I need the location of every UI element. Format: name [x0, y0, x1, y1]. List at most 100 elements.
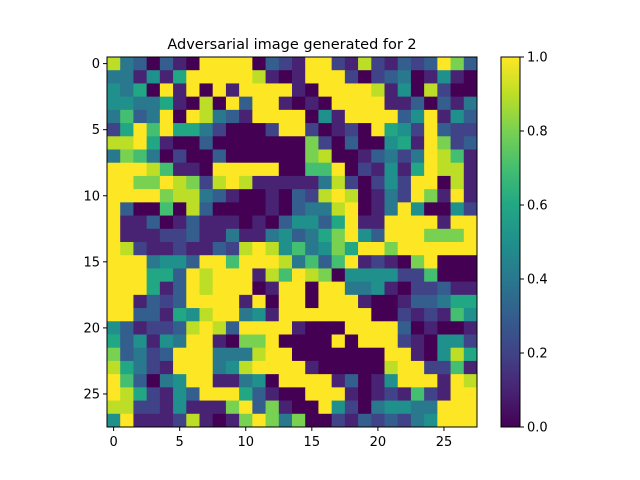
heatmap-cell	[384, 413, 399, 428]
heatmap-cell	[344, 189, 359, 203]
heatmap-cell	[278, 294, 293, 309]
heatmap-cell	[225, 347, 240, 362]
heatmap-cell	[397, 175, 412, 190]
heatmap-cell	[437, 123, 451, 137]
heatmap-cell	[318, 149, 333, 164]
heatmap-cell	[397, 281, 412, 296]
heatmap-cell	[371, 347, 385, 362]
heatmap-cell	[120, 360, 134, 375]
heatmap-cell	[133, 189, 148, 203]
heatmap-cell	[437, 228, 451, 243]
heatmap-cell	[292, 57, 306, 71]
heatmap-cell	[107, 413, 121, 428]
heatmap-cell	[397, 109, 412, 124]
heatmap-cell	[186, 189, 200, 203]
heatmap-cell	[344, 321, 359, 335]
heatmap-cell	[292, 387, 306, 401]
heatmap-cell	[225, 162, 240, 177]
heatmap-cell	[265, 360, 280, 375]
heatmap-cell	[120, 96, 134, 111]
heatmap-cell	[410, 215, 425, 230]
heatmap-cell	[120, 109, 134, 124]
colorbar-tick-label: 1.0	[527, 51, 548, 66]
colorbar-tick-label: 0.2	[527, 347, 548, 362]
heatmap-cell	[252, 175, 266, 190]
heatmap-cell	[292, 268, 306, 283]
heatmap-cell	[450, 413, 465, 428]
heatmap-cell	[107, 400, 121, 415]
heatmap-cell	[463, 189, 478, 203]
heatmap-cell	[239, 149, 253, 164]
heatmap-cell	[318, 334, 333, 349]
heatmap-cell	[437, 255, 451, 269]
heatmap-cell	[331, 57, 346, 71]
heatmap-cell	[437, 347, 451, 362]
heatmap-cell	[397, 96, 412, 111]
heatmap-cell	[239, 57, 253, 71]
heatmap-cell	[239, 70, 253, 84]
heatmap-cell	[463, 202, 478, 216]
heatmap-cell	[331, 347, 346, 362]
heatmap-cell	[384, 70, 399, 84]
heatmap-cell	[292, 400, 306, 415]
heatmap-cell	[159, 400, 174, 415]
heatmap-cell	[384, 149, 399, 164]
heatmap-cell	[146, 202, 161, 216]
heatmap-cell	[358, 374, 372, 388]
heatmap-cell	[199, 281, 214, 296]
heatmap-cell	[358, 400, 372, 415]
heatmap-cell	[239, 387, 253, 401]
heatmap-cell	[437, 149, 451, 164]
heatmap-cell	[133, 228, 148, 243]
heatmap-cell	[292, 136, 306, 150]
heatmap-cell	[212, 400, 227, 415]
heatmap-cell	[173, 294, 187, 309]
heatmap-cell	[331, 334, 346, 349]
y-tick-label: 25	[83, 387, 100, 402]
heatmap-cell	[199, 96, 214, 111]
heatmap-cell	[410, 202, 425, 216]
heatmap-cell	[424, 162, 438, 177]
heatmap-cell	[437, 360, 451, 375]
heatmap-cell	[437, 374, 451, 388]
heatmap-cell	[146, 387, 161, 401]
heatmap-cell	[463, 294, 478, 309]
heatmap-cell	[292, 149, 306, 164]
heatmap-cell	[173, 400, 187, 415]
heatmap-cell	[344, 268, 359, 283]
heatmap-cell	[225, 268, 240, 283]
heatmap-cell	[212, 268, 227, 283]
heatmap-cell	[225, 149, 240, 164]
heatmap-cell	[278, 268, 293, 283]
heatmap-cell	[305, 109, 319, 124]
heatmap-cell	[225, 308, 240, 322]
heatmap-cell	[225, 294, 240, 309]
heatmap-cell	[331, 83, 346, 98]
heatmap-cell	[173, 109, 187, 124]
heatmap-cell	[133, 334, 148, 349]
heatmap-cell	[199, 360, 214, 375]
heatmap-cell	[292, 374, 306, 388]
heatmap-cell	[265, 70, 280, 84]
heatmap-cell	[292, 334, 306, 349]
heatmap-cell	[450, 347, 465, 362]
heatmap-cell	[305, 308, 319, 322]
heatmap-cell	[450, 70, 465, 84]
heatmap-cell	[424, 321, 438, 335]
heatmap-cell	[146, 400, 161, 415]
heatmap-cell	[344, 400, 359, 415]
heatmap-cell	[305, 321, 319, 335]
heatmap-cell	[331, 162, 346, 177]
heatmap-cell	[252, 202, 266, 216]
heatmap-cell	[384, 281, 399, 296]
heatmap-cell	[186, 136, 200, 150]
heatmap-cell	[173, 255, 187, 269]
heatmap-cell	[120, 413, 134, 428]
heatmap-cell	[239, 96, 253, 111]
heatmap-cell	[384, 123, 399, 137]
heatmap-cell	[107, 228, 121, 243]
heatmap-cell	[424, 109, 438, 124]
heatmap-cell	[146, 57, 161, 71]
heatmap-cell	[265, 109, 280, 124]
heatmap-cell	[186, 321, 200, 335]
